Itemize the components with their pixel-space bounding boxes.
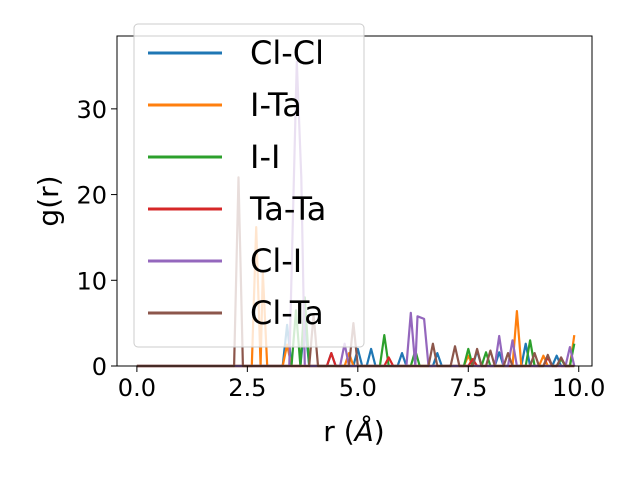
legend-label-cl-cl: Cl-Cl (250, 34, 324, 72)
y-tick-label: 0 (92, 353, 107, 381)
legend: Cl-Cl I-Ta I-I Ta-Ta Cl-I Cl-Ta (133, 23, 365, 348)
y-tick-label: 30 (76, 96, 107, 124)
legend-label-cl-i: Cl-I (250, 242, 302, 280)
y-axis-label: g(r) (32, 175, 65, 226)
x-tick-label: 5.0 (339, 374, 377, 402)
legend-frame (133, 23, 365, 348)
x-axis-label: r (Å) (323, 414, 384, 448)
legend-label-i-i: I-I (250, 138, 280, 176)
y-axis: 0 10 20 30 (76, 96, 117, 381)
x-tick-label: 7.5 (449, 374, 487, 402)
legend-label-cl-ta: Cl-Ta (250, 294, 324, 332)
y-tick-label: 20 (76, 182, 107, 210)
x-tick-label: 2.5 (228, 374, 266, 402)
legend-label-ta-ta: Ta-Ta (249, 190, 326, 228)
x-tick-label: 10.0 (552, 374, 605, 402)
y-tick-label: 10 (76, 267, 107, 295)
legend-label-i-ta: I-Ta (250, 86, 302, 124)
series-line-cl-ta (136, 176, 575, 368)
x-axis: 0.0 2.5 5.0 7.5 10.0 (118, 366, 605, 402)
x-tick-label: 0.0 (118, 374, 156, 402)
